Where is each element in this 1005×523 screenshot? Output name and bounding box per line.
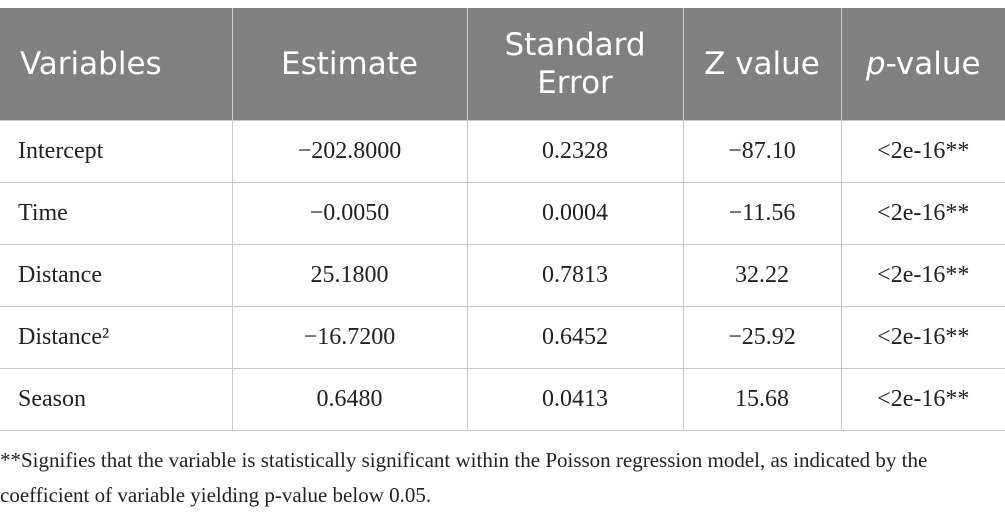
table-row: Intercept −202.8000 0.2328 −87.10 <2e-16**: [0, 120, 1005, 183]
table-cell: Distance: [0, 244, 233, 307]
table-cell: 0.7813: [466, 244, 684, 307]
table-cell: Season: [0, 368, 233, 431]
table-cell: −11.56: [682, 182, 842, 245]
header-text: -value: [885, 46, 981, 82]
table-cell: −25.92: [682, 306, 842, 369]
table-cell: <2e-16**: [840, 120, 1005, 183]
table-cell: 0.2328: [466, 120, 684, 183]
column-header: Estimate: [231, 8, 467, 121]
column-header: Z value: [682, 8, 841, 121]
table-row: Season 0.6480 0.0413 15.68 <2e-16**: [0, 368, 1005, 431]
table-cell: 15.68: [682, 368, 842, 431]
column-header: Variables: [0, 8, 232, 121]
table-cell: 0.0004: [466, 182, 684, 245]
column-header: Standard Error: [466, 8, 683, 121]
table-cell: 0.0413: [466, 368, 684, 431]
table-cell: <2e-16**: [840, 182, 1005, 245]
table-cell: −202.8000: [231, 120, 468, 183]
table-cell: <2e-16**: [840, 368, 1005, 431]
table-cell: 25.1800: [231, 244, 468, 307]
column-header: p-value: [840, 8, 1005, 121]
regression-table: Variables Estimate Standard Error Z value p-…: [0, 8, 1005, 431]
table-cell: −16.7200: [231, 306, 468, 369]
table-row: Time −0.0050 0.0004 −11.56 <2e-16**: [0, 182, 1005, 245]
table-cell: −0.0050: [231, 182, 468, 245]
table-cell: Time: [0, 182, 233, 245]
table-body: Intercept −202.8000 0.2328 −87.10 <2e-16** Ti…: [0, 120, 1005, 431]
table-cell: −87.10: [682, 120, 842, 183]
table-cell: <2e-16**: [840, 244, 1005, 307]
header-italic: p: [865, 46, 886, 82]
table-cell: Distance²: [0, 306, 233, 369]
footnote: **Signifies that the variable is statist…: [0, 448, 928, 507]
table-row: Distance 25.1800 0.7813 32.22 <2e-16**: [0, 244, 1005, 307]
table-cell: <2e-16**: [840, 306, 1005, 369]
table-cell: 0.6480: [231, 368, 468, 431]
table-row: Distance² −16.7200 0.6452 −25.92 <2e-16**: [0, 306, 1005, 369]
table-cell: 0.6452: [466, 306, 684, 369]
table-cell: Intercept: [0, 120, 233, 183]
header-row: Variables Estimate Standard Error Z value p-…: [0, 8, 1005, 121]
table-cell: 32.22: [682, 244, 842, 307]
